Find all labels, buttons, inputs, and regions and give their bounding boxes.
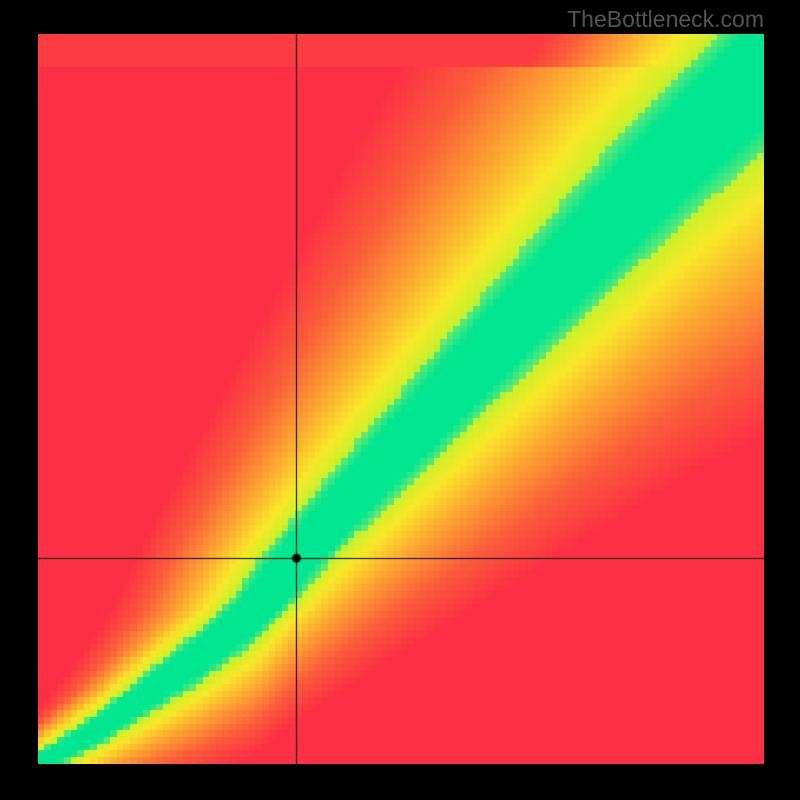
- watermark-label: TheBottleneck.com: [567, 6, 764, 33]
- chart-container: TheBottleneck.com: [0, 0, 800, 800]
- bottleneck-heatmap: [38, 34, 764, 764]
